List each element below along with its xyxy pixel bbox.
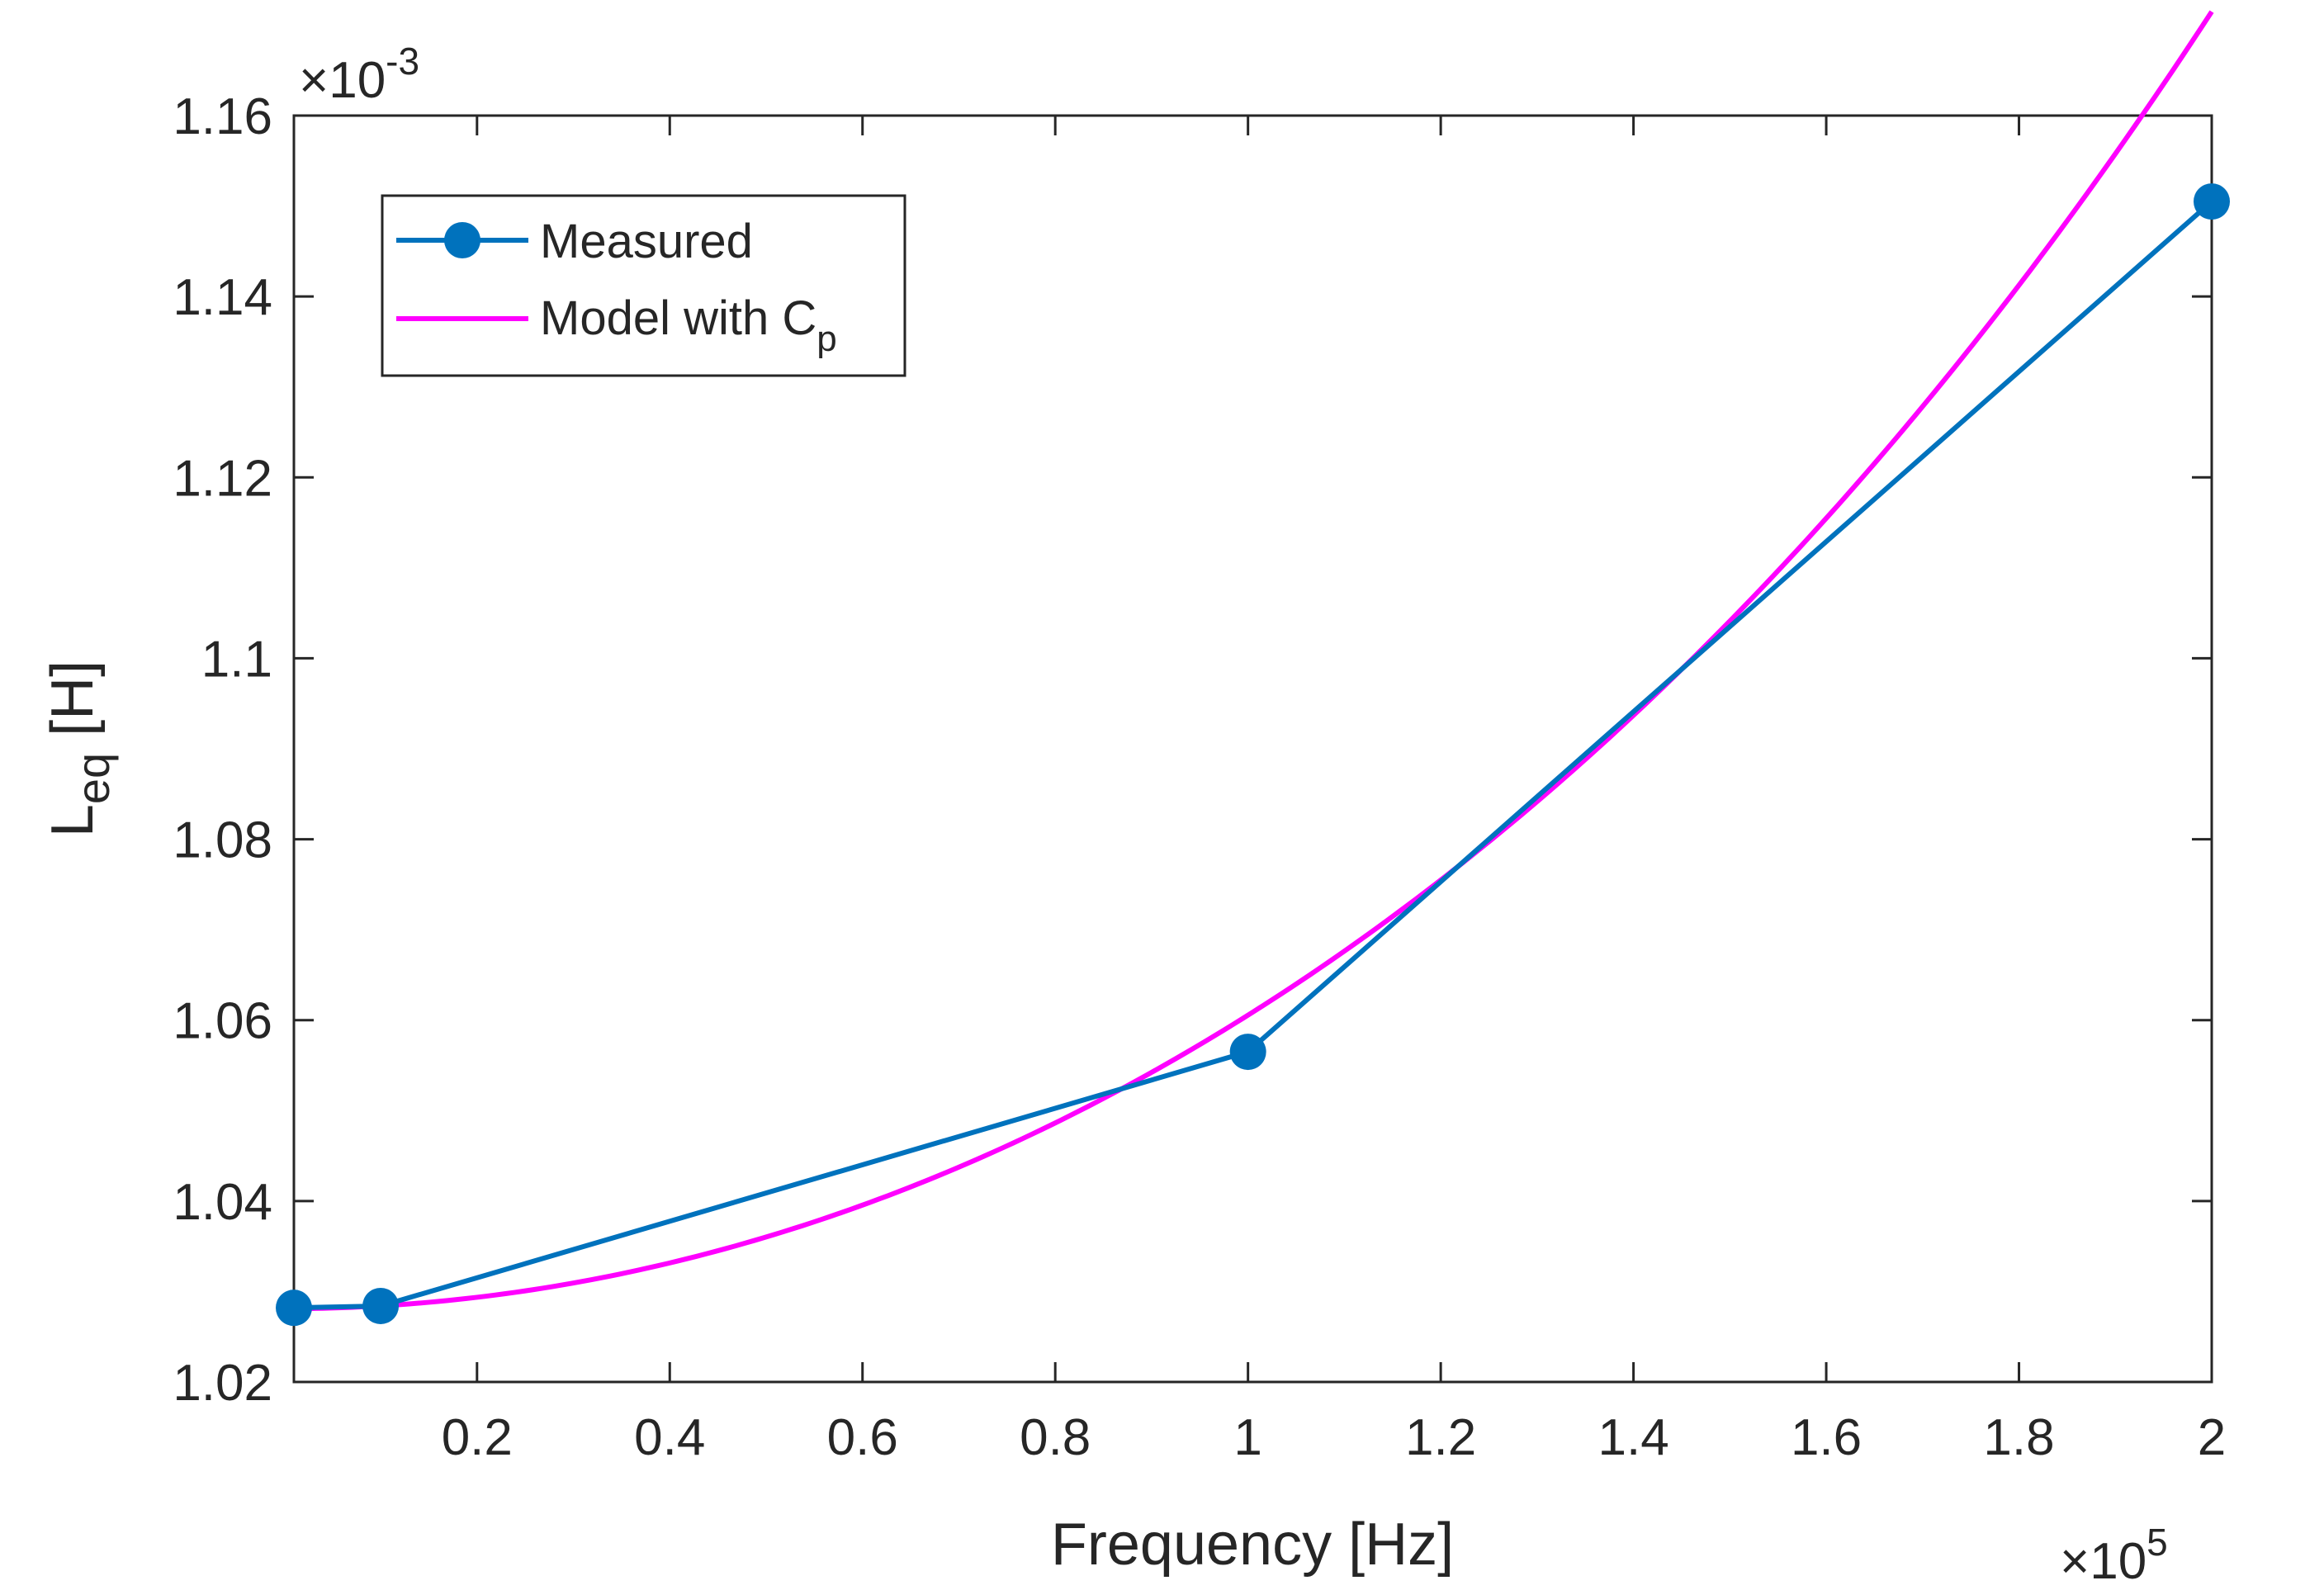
x-tick-label: 1.8 (1983, 1409, 2054, 1466)
x-tick-label: 1 (1233, 1409, 1261, 1466)
legend: Measured Model with Cp (381, 194, 906, 377)
legend-measured-marker (444, 222, 480, 258)
y-tick-label: 1.02 (173, 1355, 272, 1412)
y-tick-label: 1.08 (173, 812, 272, 869)
series-layer (276, 10, 2230, 1327)
y-axis-label: Leq [H] (40, 660, 119, 837)
axis-ticks: 0.2 0.4 0.6 0.8 1 1.2 1.4 1.6 1.8 2 1.02 1.04 1.06 1.… (173, 88, 2226, 1466)
y-tick-label: 1.06 (173, 993, 272, 1050)
x-tick-label: 2 (2198, 1409, 2226, 1466)
measured-point (276, 1290, 312, 1327)
x-multiplier: ×105 (2060, 1521, 2168, 1590)
measured-line (293, 199, 2213, 1311)
measured-point (2194, 183, 2230, 220)
y-tick-label: 1.1 (201, 631, 272, 688)
legend-measured-label: Measured (540, 215, 753, 268)
y-tick-label: 1.12 (173, 450, 272, 507)
y-tick-label: 1.16 (173, 88, 272, 145)
model-curve (293, 10, 2214, 1312)
measured-point (1229, 1034, 1266, 1071)
x-tick-label: 1.2 (1405, 1409, 1476, 1466)
x-axis-label: Frequency [Hz] (1051, 1512, 1454, 1578)
x-tick-label: 0.8 (1020, 1409, 1091, 1466)
x-tick-label: 0.4 (634, 1409, 705, 1466)
x-tick-label: 0.2 (442, 1409, 513, 1466)
y-multiplier: ×10-3 (299, 40, 419, 109)
x-tick-label: 1.4 (1597, 1409, 1668, 1466)
measured-point (362, 1287, 400, 1324)
x-tick-label: 0.6 (827, 1409, 898, 1466)
x-tick-label: 1.6 (1791, 1409, 1862, 1466)
y-tick-label: 1.14 (173, 269, 272, 326)
y-tick-label: 1.04 (173, 1174, 272, 1231)
legend-model-label: Model with Cp (540, 291, 837, 359)
